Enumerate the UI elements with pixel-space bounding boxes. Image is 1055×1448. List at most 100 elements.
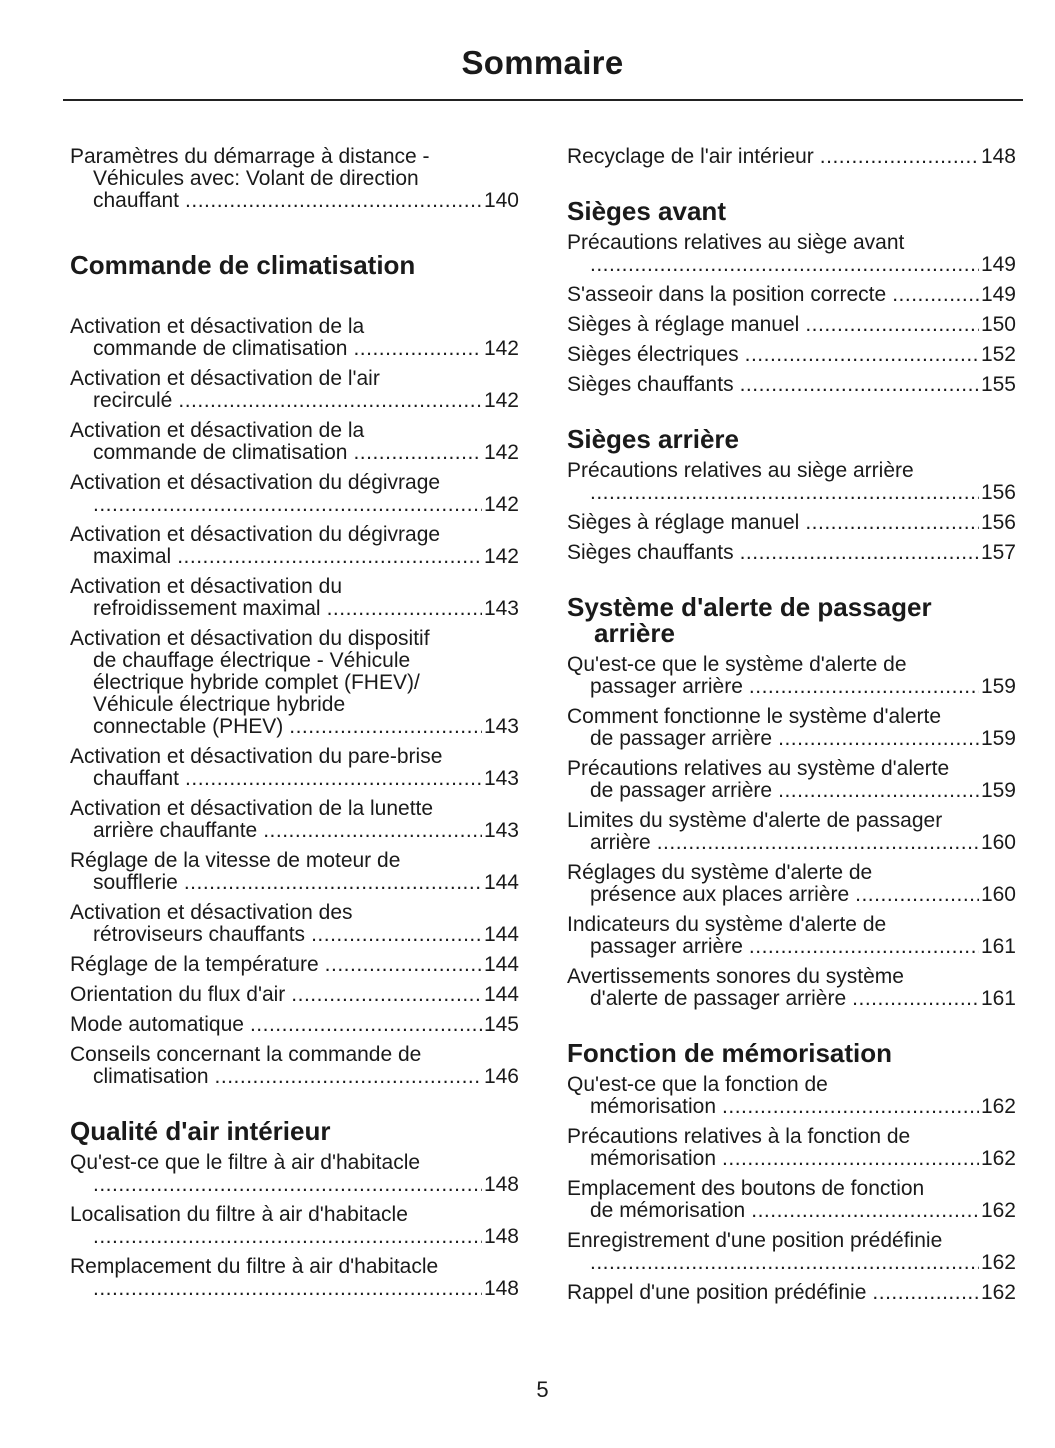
dot-leader: ........................................…: [249, 1014, 482, 1036]
toc-entry[interactable]: Sièges à réglage manuel.................…: [567, 314, 1016, 336]
toc-page-number[interactable]: 145: [483, 1013, 519, 1036]
toc-page-number[interactable]: 142: [483, 441, 519, 464]
toc-entry-last-line: Mode automatique........................…: [70, 1014, 519, 1036]
toc-page-number[interactable]: 142: [483, 493, 519, 516]
toc-entry[interactable]: Précautions relatives au siège avant....…: [567, 232, 1016, 276]
toc-left-column: Paramètres du démarrage à distance - Véhi…: [70, 146, 519, 1300]
toc-entry[interactable]: Limites du système d'alerte de passager a…: [567, 810, 1016, 854]
toc-entry-last-line: ........................................…: [70, 1174, 519, 1196]
toc-page-number[interactable]: 143: [483, 819, 519, 842]
toc-page-number[interactable]: 161: [980, 987, 1016, 1010]
toc-entry[interactable]: Qu'est-ce que le système d'alerte de pass…: [567, 654, 1016, 698]
toc-entry[interactable]: Activation et désactivation de la command…: [70, 420, 519, 464]
toc-page-number[interactable]: 159: [980, 727, 1016, 750]
toc-entry[interactable]: Rappel d'une position prédéfinie........…: [567, 1282, 1016, 1304]
toc-entry-text: Activation et désactivation de la: [70, 419, 365, 442]
toc-page-number[interactable]: 148: [483, 1173, 519, 1196]
toc-entry-last-line: Sièges chauffants.......................…: [567, 374, 1016, 396]
toc-page-number[interactable]: 143: [483, 767, 519, 790]
toc-entry-text: arrière: [590, 831, 651, 854]
toc-page-number[interactable]: 150: [980, 313, 1016, 336]
toc-entry[interactable]: Avertissements sonores du système d'alert…: [567, 966, 1016, 1010]
toc-page-number[interactable]: 149: [980, 283, 1016, 306]
toc-entry[interactable]: Qu'est-ce que la fonction de mémorisation…: [567, 1074, 1016, 1118]
toc-entry[interactable]: Comment fonctionne le système d'alerte de…: [567, 706, 1016, 750]
section-heading-line: Sièges arrière: [567, 424, 740, 454]
toc-page-number[interactable]: 159: [980, 779, 1016, 802]
toc-entry[interactable]: Enregistrement d'une position prédéfinie…: [567, 1230, 1016, 1274]
toc-page-number[interactable]: 160: [980, 883, 1016, 906]
toc-page-number[interactable]: 160: [980, 831, 1016, 854]
toc-entry[interactable]: Activation et désactivation de l'air reci…: [70, 368, 519, 412]
toc-page-number[interactable]: 140: [483, 189, 519, 212]
toc-entry-text: Activation et désactivation de la: [70, 315, 365, 338]
page-number: 5: [536, 1377, 549, 1402]
toc-entry[interactable]: Recyclage de l'air intérieur............…: [567, 146, 1016, 168]
toc-page-number[interactable]: 149: [980, 253, 1016, 276]
toc-entry[interactable]: Activation et désactivation du pare-bris…: [70, 746, 519, 790]
toc-page-number[interactable]: 159: [980, 675, 1016, 698]
toc-page-number[interactable]: 157: [980, 541, 1016, 564]
dot-leader: ........................................…: [93, 1226, 482, 1248]
toc-entry[interactable]: Activation et désactivation des rétrovise…: [70, 902, 519, 946]
toc-page-number[interactable]: 156: [980, 511, 1016, 534]
toc-entry[interactable]: Remplacement du filtre à air d'habitacle…: [70, 1256, 519, 1300]
toc-entry[interactable]: Localisation du filtre à air d'habitacle…: [70, 1204, 519, 1248]
toc-page-number[interactable]: 142: [483, 337, 519, 360]
dot-leader: ........................................…: [778, 780, 979, 802]
toc-page-number[interactable]: 155: [980, 373, 1016, 396]
toc-entry-last-line: arrière chauffante......................…: [70, 820, 519, 842]
toc-page-number[interactable]: 146: [483, 1065, 519, 1088]
toc-entry[interactable]: Sièges chauffants.......................…: [567, 542, 1016, 564]
toc-entry-text: de mémorisation: [590, 1199, 746, 1222]
toc-entry[interactable]: Qu'est-ce que le filtre à air d'habitacl…: [70, 1152, 519, 1196]
toc-entry[interactable]: Réglage de la vitesse de moteur de souffl…: [70, 850, 519, 894]
toc-entry[interactable]: S'asseoir dans la position correcte.....…: [567, 284, 1016, 306]
toc-entry[interactable]: Activation et désactivation du refroidiss…: [70, 576, 519, 620]
toc-entry[interactable]: Activation et désactivation de la lunett…: [70, 798, 519, 842]
toc-entry-last-line: ........................................…: [70, 1226, 519, 1248]
toc-entry[interactable]: Sièges chauffants.......................…: [567, 374, 1016, 396]
toc-page-number[interactable]: 143: [483, 715, 519, 738]
toc-entry[interactable]: Activation et désactivation du dispositi…: [70, 628, 519, 738]
toc-entry[interactable]: Orientation du flux d'air...............…: [70, 984, 519, 1006]
toc-page-number[interactable]: 148: [483, 1225, 519, 1248]
toc-entry[interactable]: Activation et désactivation de la command…: [70, 316, 519, 360]
toc-entry[interactable]: Activation et désactivation du dégivrage…: [70, 472, 519, 516]
toc-page-number[interactable]: 162: [980, 1251, 1016, 1274]
toc-entry[interactable]: Sièges électriques......................…: [567, 344, 1016, 366]
toc-entry-last-line: mémorisation............................…: [567, 1148, 1016, 1170]
toc-page-number[interactable]: 144: [483, 923, 519, 946]
toc-page-number[interactable]: 144: [483, 953, 519, 976]
toc-entry[interactable]: Précautions relatives au système d'alert…: [567, 758, 1016, 802]
toc-entry[interactable]: Paramètres du démarrage à distance - Véhi…: [70, 146, 519, 212]
toc-entry[interactable]: Précautions relatives à la fonction de mé…: [567, 1126, 1016, 1170]
toc-page-number[interactable]: 162: [980, 1095, 1016, 1118]
toc-entry[interactable]: Indicateurs du système d'alerte de passag…: [567, 914, 1016, 958]
toc-page-number[interactable]: 144: [483, 871, 519, 894]
toc-entry[interactable]: Conseils concernant la commande de climat…: [70, 1044, 519, 1088]
toc-page-number[interactable]: 148: [980, 145, 1016, 168]
toc-page-number[interactable]: 162: [980, 1199, 1016, 1222]
dot-leader: ........................................…: [590, 1252, 979, 1274]
toc-page-number[interactable]: 142: [483, 389, 519, 412]
section-heading-line: Fonction de mémorisation: [567, 1038, 893, 1068]
toc-entry[interactable]: Précautions relatives au siège arrière..…: [567, 460, 1016, 504]
toc-page-number[interactable]: 161: [980, 935, 1016, 958]
toc-page-number[interactable]: 162: [980, 1281, 1016, 1304]
toc-page-number[interactable]: 143: [483, 597, 519, 620]
toc-entry[interactable]: Sièges à réglage manuel.................…: [567, 512, 1016, 534]
toc-page-number[interactable]: 152: [980, 343, 1016, 366]
toc-entry-text: Remplacement du filtre à air d'habitacle: [70, 1255, 439, 1278]
toc-page-number[interactable]: 148: [483, 1277, 519, 1300]
toc-entry[interactable]: Réglages du système d'alerte de présence …: [567, 862, 1016, 906]
toc-page-number[interactable]: 144: [483, 983, 519, 1006]
toc-page-number[interactable]: 162: [980, 1147, 1016, 1170]
toc-entry[interactable]: Réglage de la température...............…: [70, 954, 519, 976]
toc-entry[interactable]: Activation et désactivation du dégivrage…: [70, 524, 519, 568]
toc-entry[interactable]: Mode automatique........................…: [70, 1014, 519, 1036]
toc-page-number[interactable]: 142: [483, 545, 519, 568]
toc-page-number[interactable]: 156: [980, 481, 1016, 504]
toc-entry-text: Activation et désactivation du dégivrage: [70, 471, 441, 494]
toc-entry[interactable]: Emplacement des boutons de fonction de mé…: [567, 1178, 1016, 1222]
